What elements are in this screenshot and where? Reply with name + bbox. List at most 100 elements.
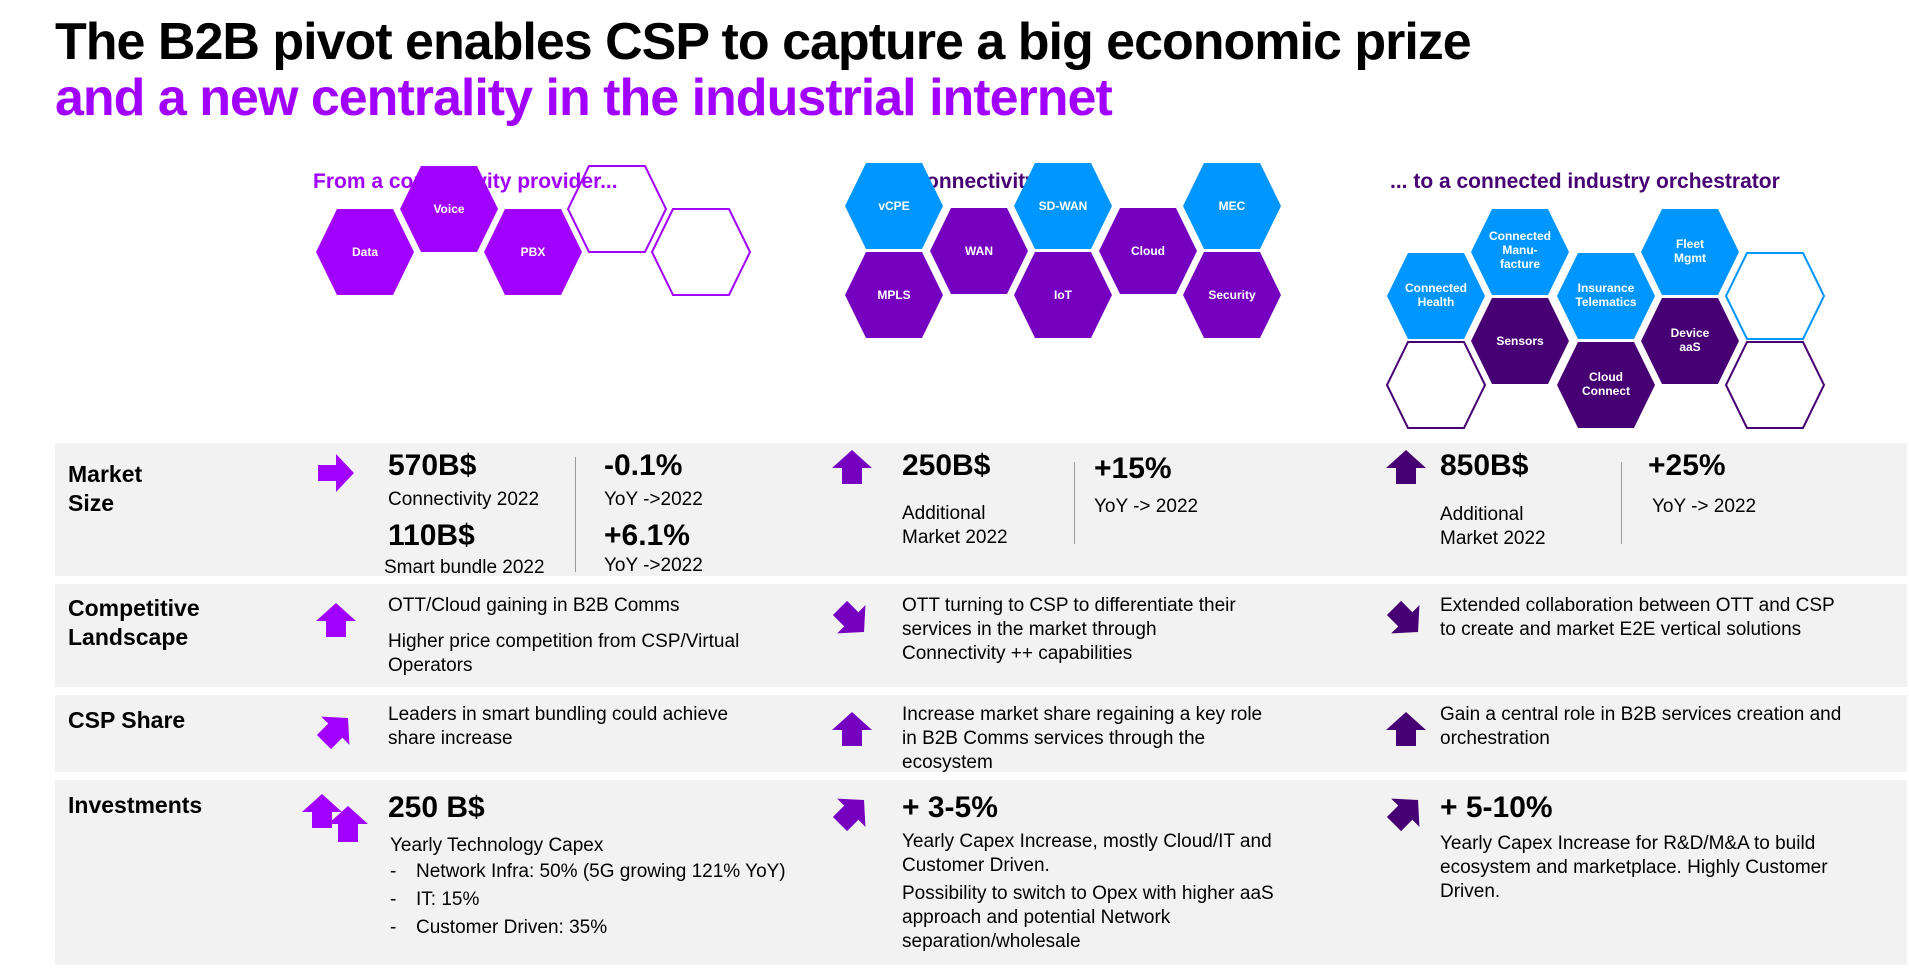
hex-empty-2 (650, 208, 752, 296)
arrow-down-right-icon (1386, 600, 1420, 634)
hex-cluster-industry-orchestrator: Connected Health Connected Manu- facture… (1385, 209, 1826, 429)
row-label-market-size: Market Size (68, 461, 143, 516)
growth-label-orchestrator: YoY -> 2022 (1652, 496, 1757, 517)
hex-connected-health (1387, 253, 1485, 339)
investment-value-col3: + 5-10% (1440, 791, 1553, 824)
market-value-orchestrator: 850B$ (1440, 449, 1529, 482)
hex-label-cloud: Cloud (1131, 244, 1165, 258)
hex-pbx (484, 209, 582, 295)
growth-value-smart-bundle: +6.1% (604, 519, 690, 552)
hex-label-connected-health-2: Health (1418, 295, 1455, 309)
hex-security (1183, 252, 1281, 338)
hex-mpls (845, 252, 943, 338)
market-label-connectivity: Connectivity 2022 (388, 489, 540, 510)
double-arrow-up-icon (302, 794, 368, 842)
hex-label-sensors: Sensors (1496, 334, 1544, 348)
market-value-connectivity-plus: 250B$ (902, 449, 991, 482)
hex-vcpe (845, 163, 943, 249)
arrow-up-icon (832, 712, 872, 746)
bullet-customer-driven: Customer Driven: 35% (390, 914, 786, 942)
hex-cluster-connectivity-provider: Data Voice PBX (316, 165, 752, 296)
band-market-size (55, 443, 1907, 576)
market-value-connectivity: 570B$ (388, 449, 477, 482)
arrow-up-icon (1386, 712, 1426, 746)
growth-label-connectivity-plus: YoY -> 2022 (1094, 496, 1199, 517)
arrow-up-icon (832, 450, 872, 484)
share-text-col1: Leaders in smart bundling could achieve s… (388, 704, 729, 749)
investment-value-col2: + 3-5% (902, 791, 998, 824)
band-csp-share (55, 695, 1907, 772)
market-label-connectivity-plus: Additional Market 2022 (902, 503, 1008, 548)
arrow-up-right-icon (316, 716, 350, 750)
investment-value-col1: 250 B$ (388, 791, 485, 824)
competitive-text-col3: Extended collaboration between OTT and C… (1440, 595, 1835, 640)
hex-voice (400, 166, 498, 252)
divider (575, 457, 576, 572)
growth-label-connectivity: YoY ->2022 (604, 489, 703, 510)
hex-connected-manufacture (1471, 209, 1569, 295)
hex-label-device-aas-2: aaS (1679, 340, 1700, 354)
hex-device-aas (1641, 298, 1739, 384)
hex-mec (1183, 163, 1281, 249)
growth-label-smart-bundle: YoY ->2022 (604, 555, 703, 576)
growth-value-orchestrator: +25% (1648, 449, 1726, 482)
hex-label-mpls: MPLS (877, 288, 910, 302)
hex-sensors (1471, 298, 1569, 384)
hex-label-connected-health: Connected (1405, 281, 1467, 295)
hex-label-connected-manufacture-3: facture (1500, 257, 1540, 271)
band-competitive-landscape (55, 584, 1907, 687)
arrow-right-icon (318, 454, 354, 492)
arrow-up-right-icon (1386, 798, 1420, 832)
market-label-orchestrator: Additional Market 2022 (1440, 504, 1546, 549)
hex-label-cloud-connect-2: Connect (1582, 384, 1630, 398)
hex-label-mec: MEC (1219, 199, 1246, 213)
arrow-up-icon (1386, 450, 1426, 484)
hex-wan (930, 208, 1028, 294)
investment-bullets: Network Infra: 50% (5G growing 121% YoY)… (390, 858, 786, 942)
hexagon-diagram: Data Voice PBX vCPE SD-WAN MEC WAN Cloud… (316, 163, 1826, 429)
row-label-investments: Investments (68, 792, 203, 818)
row-label-csp-share: CSP Share (68, 707, 186, 733)
hex-label-pbx: PBX (521, 245, 546, 259)
investment-label-col1: Yearly Technology Capex (390, 835, 604, 856)
hex-label-connected-manufacture: Connected (1489, 229, 1551, 243)
hex-fleet-mgmt (1641, 209, 1739, 295)
arrow-up-icon (316, 603, 356, 637)
share-text-col2: Increase market share regaining a key ro… (902, 704, 1263, 773)
investment-text-col2: Yearly Capex Increase, mostly Cloud/IT a… (902, 831, 1274, 952)
divider (1621, 462, 1622, 544)
hex-empty-dark-1 (1385, 341, 1487, 429)
market-label-smart-bundle: Smart bundle 2022 (384, 557, 545, 578)
hex-label-insurance-telematics: Insurance (1578, 281, 1635, 295)
growth-value-connectivity-plus: +15% (1094, 452, 1172, 485)
hex-label-insurance-telematics-2: Telematics (1575, 295, 1636, 309)
hex-empty-blue (1724, 252, 1826, 340)
bullet-it: IT: 15% (390, 886, 786, 914)
hex-data (316, 209, 414, 295)
growth-value-connectivity: -0.1% (604, 449, 683, 482)
hex-label-sd-wan: SD-WAN (1039, 199, 1088, 213)
investment-text-col3: Yearly Capex Increase for R&D/M&A to bui… (1440, 833, 1828, 902)
row-label-competitive-landscape: Competitive Landscape (68, 595, 200, 650)
hex-label-security: Security (1208, 288, 1256, 302)
hex-label-fleet-mgmt: Fleet (1676, 237, 1704, 251)
hex-label-data: Data (352, 245, 378, 259)
hex-label-iot: IoT (1054, 288, 1073, 302)
band-investments (55, 780, 1907, 965)
hex-iot (1014, 252, 1112, 338)
market-value-smart-bundle: 110B$ (388, 519, 475, 552)
divider (1074, 462, 1075, 544)
competitive-text-col1: OTT/Cloud gaining in B2B Comms Higher pr… (388, 595, 740, 676)
hex-empty-dark-2 (1724, 341, 1826, 429)
hex-label-fleet-mgmt-2: Mgmt (1674, 251, 1706, 265)
arrow-down-right-icon (832, 600, 866, 634)
page-subtitle: and a new centrality in the industrial i… (55, 69, 1113, 127)
hex-label-vcpe: vCPE (878, 199, 909, 213)
hex-insurance-telematics (1557, 253, 1655, 339)
hex-label-cloud-connect: Cloud (1589, 370, 1623, 384)
share-text-col3: Gain a central role in B2B services crea… (1440, 704, 1842, 749)
hex-label-device-aas: Device (1671, 326, 1710, 340)
hex-sd-wan (1014, 163, 1112, 249)
page-title: The B2B pivot enables CSP to capture a b… (55, 13, 1472, 71)
arrow-up-right-icon (832, 798, 866, 832)
